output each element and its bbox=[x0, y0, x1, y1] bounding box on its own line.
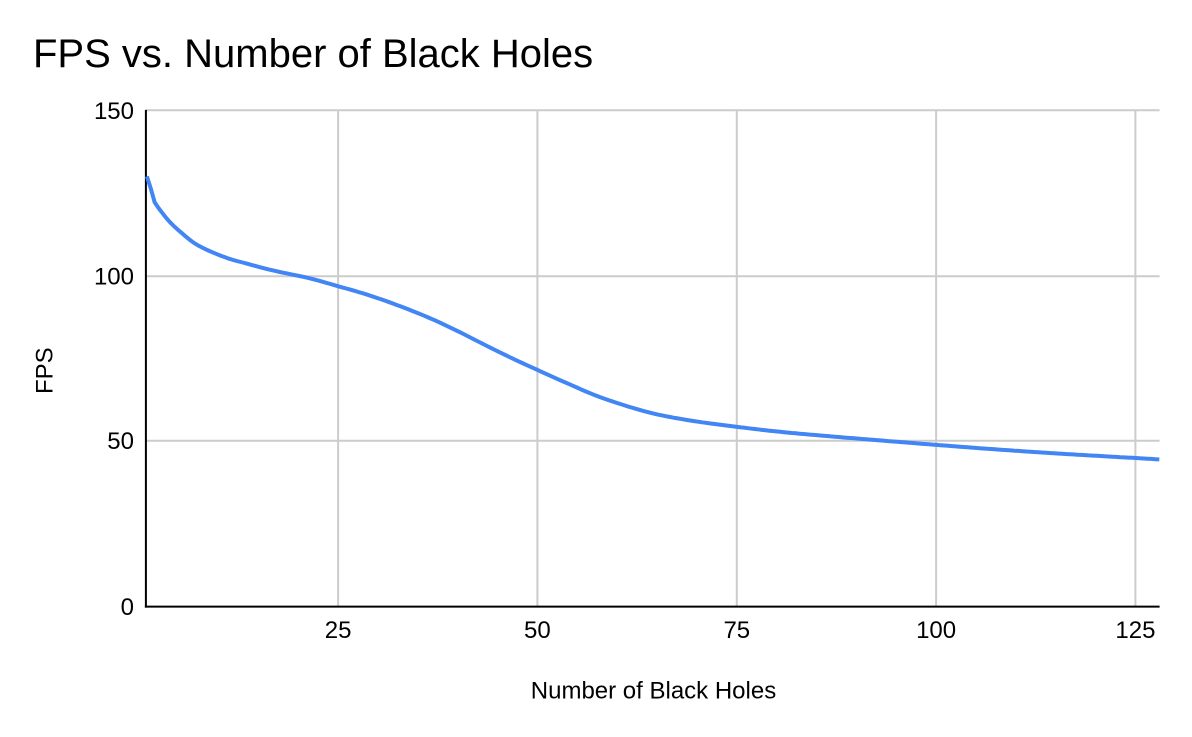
svg-text:50: 50 bbox=[107, 428, 134, 455]
svg-text:Number of Black Holes: Number of Black Holes bbox=[531, 678, 776, 705]
svg-text:100: 100 bbox=[94, 264, 134, 291]
svg-text:0: 0 bbox=[121, 594, 134, 621]
svg-text:150: 150 bbox=[94, 98, 134, 125]
svg-text:100: 100 bbox=[916, 617, 956, 644]
svg-text:125: 125 bbox=[1115, 617, 1155, 644]
svg-text:50: 50 bbox=[524, 617, 551, 644]
svg-text:FPS: FPS bbox=[32, 347, 59, 394]
svg-text:25: 25 bbox=[325, 617, 352, 644]
svg-text:FPS vs. Number of Black Holes: FPS vs. Number of Black Holes bbox=[33, 32, 593, 76]
svg-text:75: 75 bbox=[723, 617, 750, 644]
